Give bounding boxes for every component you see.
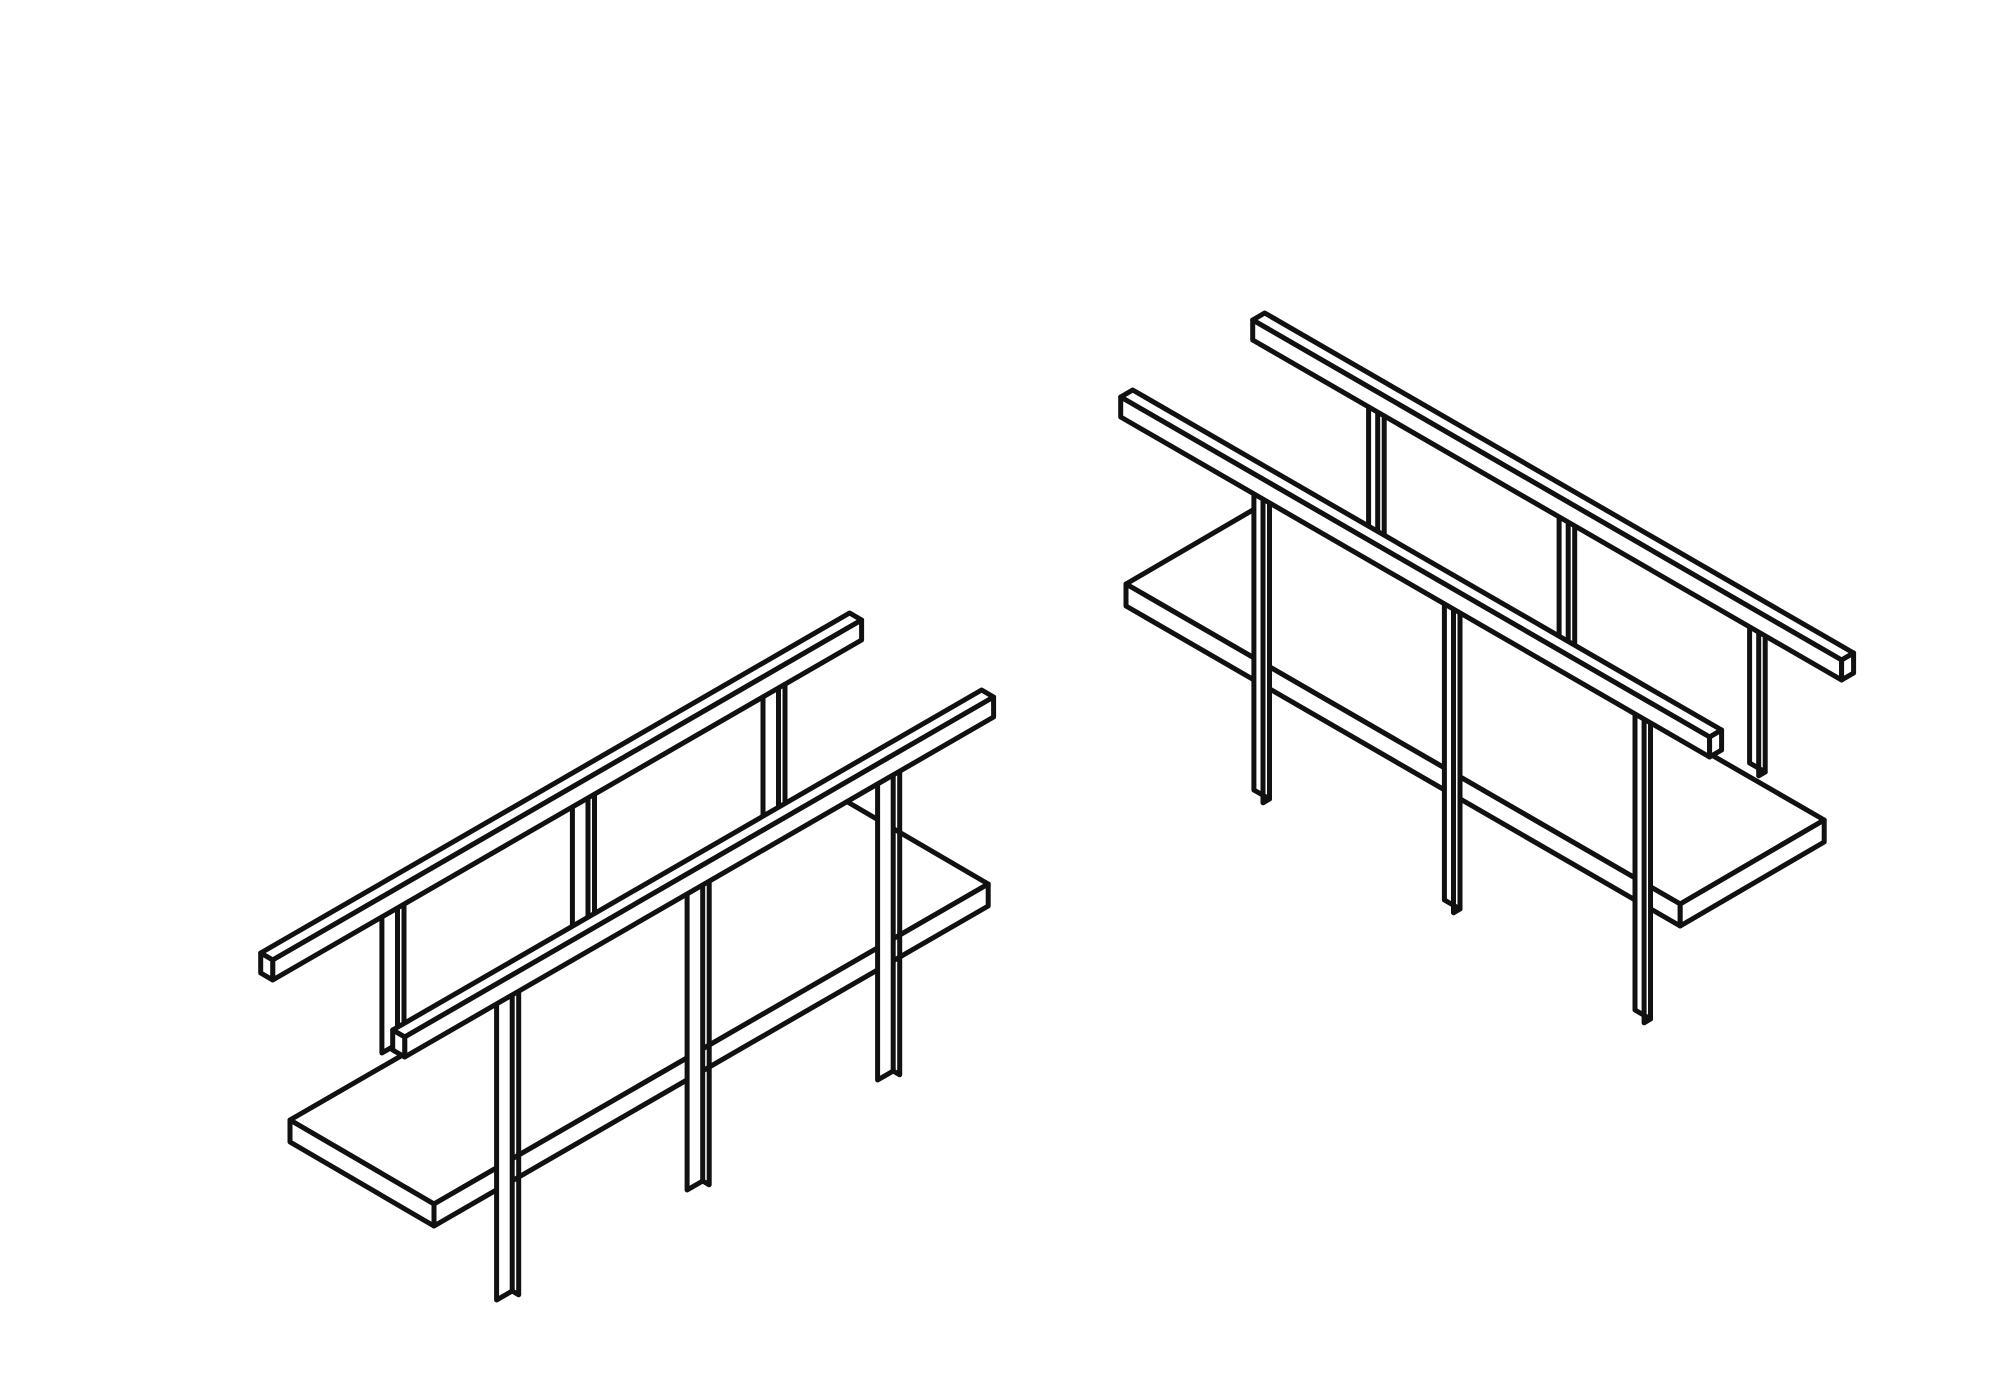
back-rail-post-3-side: [1756, 623, 1768, 779]
front-rail-end: [1707, 727, 1725, 760]
front-rail-post-3-side: [1641, 710, 1653, 1026]
deck-end-edge: [1677, 817, 1827, 929]
front-rail-post-1-side: [509, 982, 522, 1298]
deck-top-face: [1123, 497, 1827, 907]
front-rail-post-2: [684, 868, 706, 1193]
back-rail-end: [1839, 650, 1857, 683]
front-rail-post-3: [875, 758, 896, 1083]
front-rail-post-3-side: [890, 762, 903, 1078]
front-rail-post-2-side: [700, 872, 712, 1188]
front-rail-post-1-side: [1260, 490, 1272, 806]
front-rail-post-1: [494, 978, 515, 1303]
front-rail-end: [390, 1027, 408, 1060]
front-rail-post-2-side: [1451, 600, 1463, 916]
back-rail-end: [258, 950, 276, 983]
right-walkway-assembly: [1118, 310, 1857, 1026]
deck-end-edge: [287, 1117, 437, 1229]
left-walkway-assembly: [258, 610, 997, 1303]
